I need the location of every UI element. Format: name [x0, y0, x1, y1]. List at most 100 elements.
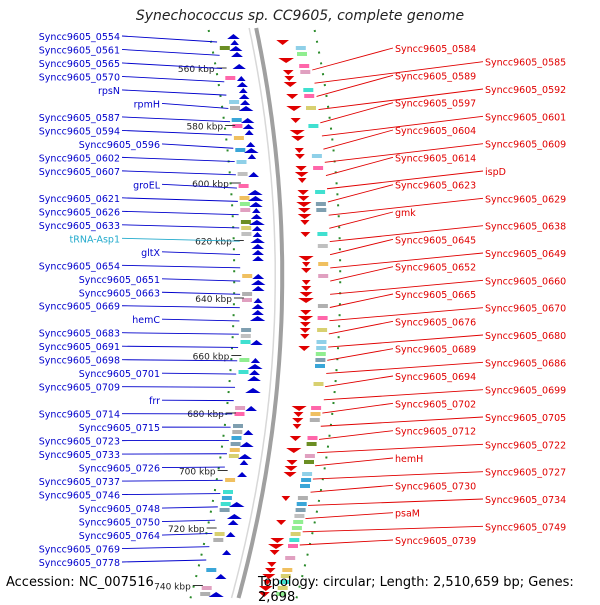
kbp-tick-label: 600 kbp	[192, 180, 229, 190]
right-gene-label: Syncc9605_0749	[485, 522, 566, 533]
left-gene-arrow	[239, 106, 254, 111]
left-gene-arrow	[244, 148, 259, 153]
left-gene-label: Syncc9605_0737	[39, 477, 120, 488]
left-gene-arrow	[233, 64, 246, 69]
left-gene-label: Syncc9605_0669	[39, 302, 120, 313]
right-gene-arrow	[283, 70, 294, 75]
left-gene-label: Syncc9605_0714	[39, 410, 120, 421]
right-cog-block	[317, 340, 327, 344]
right-gene-arrow	[298, 196, 310, 201]
right-cog-block	[282, 568, 292, 572]
right-gene-arrow	[300, 220, 309, 225]
right-gene-label: Syncc9605_0660	[485, 276, 566, 287]
left-gene-arrow	[230, 40, 239, 45]
left-gene-label: tRNA-Asp1	[70, 234, 120, 245]
right-leader-line	[330, 267, 393, 281]
left-leader-line	[162, 520, 215, 521]
left-gene-label: frr	[149, 396, 160, 407]
left-leader-line	[122, 171, 236, 175]
right-gene-arrow	[295, 154, 305, 159]
right-gene-label: Syncc9605_0614	[395, 153, 476, 164]
right-gene-arrow	[292, 406, 307, 411]
left-gene-label: Syncc9605_0769	[39, 545, 120, 556]
right-cog-block	[318, 274, 328, 278]
kbp-tick-label: 700 kbp	[179, 468, 216, 478]
left-gene-arrow	[228, 520, 239, 525]
right-cog-block	[298, 496, 308, 500]
left-leader-line	[122, 36, 217, 42]
right-gene-arrow	[286, 460, 297, 465]
right-gene-arrow	[291, 136, 305, 141]
left-cog-block	[223, 490, 233, 494]
left-cog-block	[225, 478, 235, 482]
left-leader-line	[122, 560, 206, 562]
right-gene-label: Syncc9605_0652	[395, 263, 476, 274]
left-gene-label: Syncc9605_0663	[79, 288, 160, 299]
right-leader-line	[327, 349, 393, 361]
left-gene-label: Syncc9605_0654	[39, 261, 120, 272]
right-cog-block	[285, 556, 295, 560]
right-gene-arrow	[267, 562, 276, 567]
left-gene-label: Syncc9605_0683	[39, 329, 120, 340]
right-gene-label: Syncc9605_0686	[485, 358, 566, 369]
left-gene-arrow	[227, 34, 239, 39]
right-gene-label: Syncc9605_0609	[485, 140, 566, 151]
right-gene-label: Syncc9605_0589	[395, 71, 476, 82]
left-gene-arrow	[252, 226, 263, 231]
left-gene-label: Syncc9605_0570	[39, 72, 120, 83]
right-cog-block	[306, 106, 316, 110]
backbone-inner-line	[232, 28, 276, 598]
right-gene-arrow	[284, 76, 294, 81]
right-gene-label: Syncc9605_0676	[395, 317, 476, 328]
right-cog-block	[311, 406, 321, 410]
right-gene-arrow	[301, 268, 311, 273]
right-gene-arrow	[290, 130, 305, 135]
right-gene-arrow	[276, 40, 289, 45]
left-cog-block	[239, 184, 249, 188]
right-leader-line	[313, 472, 483, 479]
left-leader-line	[122, 480, 223, 481]
left-gene-arrow	[247, 364, 262, 369]
right-cog-block	[302, 472, 312, 476]
right-cog-block	[297, 52, 307, 56]
left-leader-line	[122, 306, 240, 308]
right-leader-line	[308, 499, 483, 505]
left-cog-block	[235, 412, 245, 416]
kbp-tick-label: 620 kbp	[195, 238, 232, 248]
left-cog-block	[241, 328, 251, 332]
left-gene-arrow	[245, 130, 254, 135]
left-gene-arrow	[209, 592, 224, 597]
right-cog-block	[316, 202, 326, 206]
right-cog-block	[300, 484, 310, 488]
right-gene-label: gmk	[395, 208, 416, 219]
right-cog-block	[300, 70, 310, 74]
left-gene-label: groEL	[133, 180, 161, 191]
right-cog-block	[299, 64, 309, 68]
right-gene-arrow	[286, 448, 301, 453]
left-cog-block	[202, 586, 212, 590]
right-leader-line	[330, 294, 393, 308]
left-gene-arrow	[252, 304, 265, 309]
right-gene-label: Syncc9605_0670	[485, 304, 566, 315]
left-gene-label: Syncc9605_0587	[39, 113, 120, 124]
left-gene-arrow	[226, 532, 236, 537]
left-gene-arrow	[250, 340, 263, 345]
right-gene-label: Syncc9605_0604	[395, 126, 476, 137]
right-leader-line	[303, 526, 483, 531]
right-cog-block	[301, 478, 311, 482]
right-cog-block	[318, 316, 328, 320]
right-gene-label: Syncc9605_0699	[485, 386, 566, 397]
left-gene-label: Syncc9605_0554	[39, 32, 120, 43]
left-cog-block	[221, 502, 231, 506]
left-leader-line	[122, 387, 235, 388]
left-gene-arrow	[222, 550, 231, 555]
left-gene-label: Syncc9605_0651	[79, 275, 160, 286]
right-gene-label: Syncc9605_0712	[395, 427, 476, 438]
right-gene-label: Syncc9605_0705	[485, 413, 566, 424]
right-gene-arrow	[285, 466, 298, 471]
right-leader-line	[324, 390, 483, 400]
left-leader-line	[162, 507, 218, 508]
right-cog-block	[313, 166, 323, 170]
left-cog-block	[242, 274, 252, 278]
right-cog-block	[305, 454, 315, 458]
